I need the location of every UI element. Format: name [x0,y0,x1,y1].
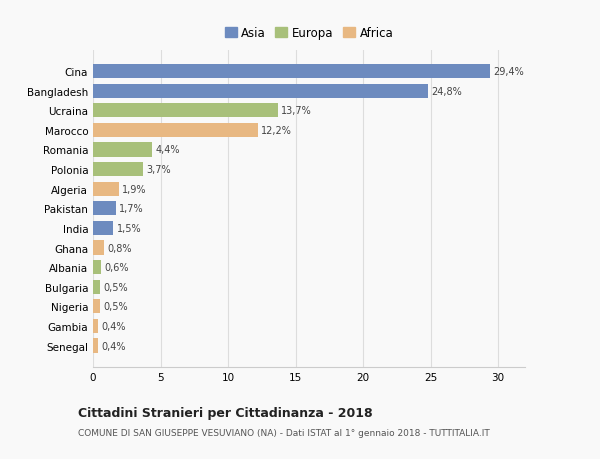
Bar [93,162,143,177]
Text: 4,4%: 4,4% [156,145,180,155]
Text: 0,8%: 0,8% [107,243,131,253]
Text: 29,4%: 29,4% [493,67,524,77]
Legend: Asia, Europa, Africa: Asia, Europa, Africa [223,25,395,42]
Bar [93,221,113,235]
Bar [93,84,428,99]
Text: 0,6%: 0,6% [104,263,129,273]
Text: 0,4%: 0,4% [102,341,126,351]
Text: 1,5%: 1,5% [116,224,141,233]
Text: 0,5%: 0,5% [103,302,128,312]
Bar [93,104,278,118]
Text: 0,5%: 0,5% [103,282,128,292]
Bar [93,280,100,294]
Bar [93,339,98,353]
Bar [93,123,258,138]
Bar [93,182,119,196]
Text: 13,7%: 13,7% [281,106,312,116]
Bar [93,241,104,255]
Text: 1,9%: 1,9% [122,185,146,194]
Text: COMUNE DI SAN GIUSEPPE VESUVIANO (NA) - Dati ISTAT al 1° gennaio 2018 - TUTTITAL: COMUNE DI SAN GIUSEPPE VESUVIANO (NA) - … [78,428,490,437]
Bar [93,65,490,79]
Text: 3,7%: 3,7% [146,165,171,175]
Bar [93,260,101,274]
Text: 24,8%: 24,8% [431,86,462,96]
Bar [93,319,98,333]
Text: Cittadini Stranieri per Cittadinanza - 2018: Cittadini Stranieri per Cittadinanza - 2… [78,406,373,419]
Bar [93,300,100,313]
Text: 1,7%: 1,7% [119,204,144,214]
Bar [93,202,116,216]
Text: 0,4%: 0,4% [102,321,126,331]
Bar [93,143,152,157]
Text: 12,2%: 12,2% [261,126,292,135]
